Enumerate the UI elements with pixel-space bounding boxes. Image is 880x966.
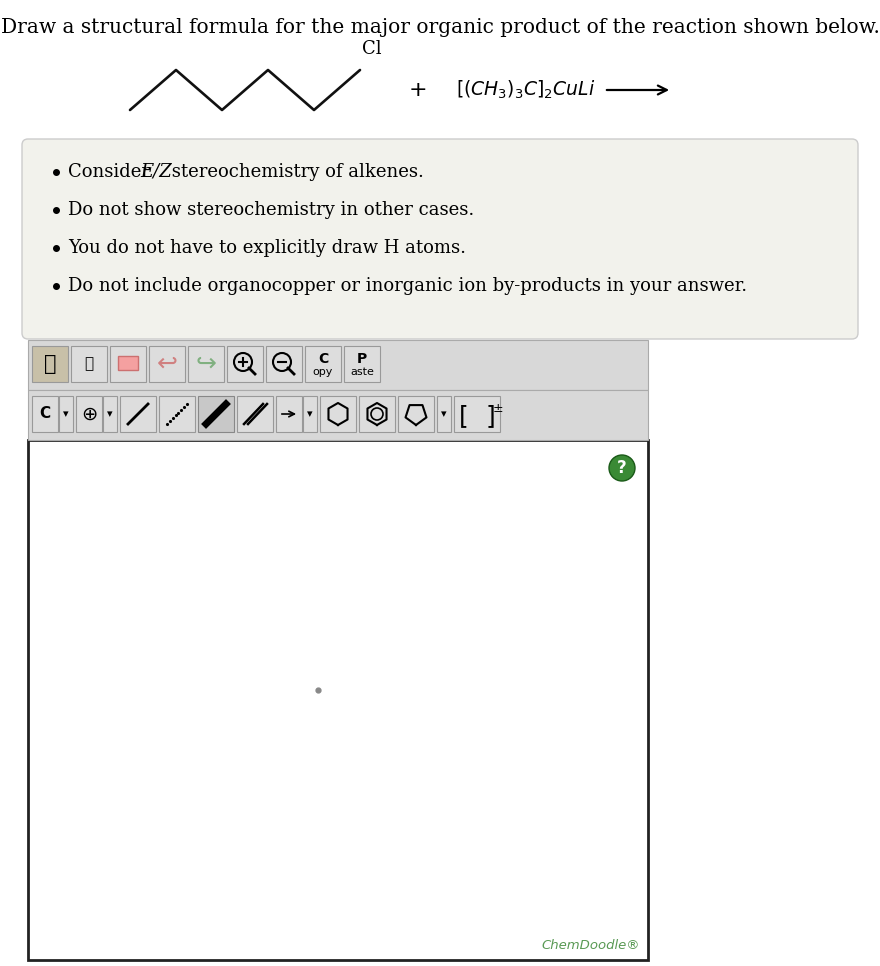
- Text: Do not show stereochemistry in other cases.: Do not show stereochemistry in other cas…: [68, 201, 474, 219]
- Bar: [437, 396, 451, 432]
- Bar: [76, 396, 102, 432]
- Text: ▾: ▾: [307, 409, 312, 419]
- Text: [: [: [459, 404, 469, 428]
- Bar: [237, 396, 273, 432]
- Bar: [159, 396, 195, 432]
- Text: C: C: [40, 407, 50, 421]
- Text: You do not have to explicitly draw H atoms.: You do not have to explicitly draw H ato…: [68, 239, 466, 257]
- Bar: [359, 396, 395, 432]
- Text: E/Z: E/Z: [140, 163, 172, 181]
- Bar: [28, 390, 648, 440]
- Text: ?: ?: [617, 459, 627, 477]
- Text: $[(CH_3)_3C]_2CuLi$: $[(CH_3)_3C]_2CuLi$: [456, 79, 595, 101]
- Bar: [28, 340, 648, 390]
- Text: ↩: ↩: [157, 352, 178, 376]
- Bar: [276, 396, 302, 432]
- Bar: [188, 346, 224, 382]
- Bar: [305, 346, 341, 382]
- Bar: [110, 346, 146, 382]
- Bar: [103, 396, 117, 432]
- Text: Draw a structural formula for the major organic product of the reaction shown be: Draw a structural formula for the major …: [1, 18, 879, 37]
- Text: ▾: ▾: [441, 409, 447, 419]
- Text: ]: ]: [485, 404, 495, 428]
- Bar: [28, 440, 648, 960]
- Bar: [454, 396, 500, 432]
- Bar: [303, 396, 317, 432]
- Text: ⊕: ⊕: [81, 405, 97, 423]
- Bar: [398, 396, 434, 432]
- Bar: [32, 346, 68, 382]
- Bar: [149, 346, 185, 382]
- Text: stereochemistry of alkenes.: stereochemistry of alkenes.: [166, 163, 424, 181]
- Text: C: C: [318, 352, 328, 366]
- Bar: [71, 346, 107, 382]
- Text: opy: opy: [312, 367, 334, 377]
- Circle shape: [609, 455, 635, 481]
- Bar: [320, 396, 356, 432]
- Text: P: P: [357, 352, 367, 366]
- Text: ▾: ▾: [107, 409, 113, 419]
- Bar: [118, 356, 138, 370]
- Text: ±: ±: [493, 402, 503, 414]
- Bar: [266, 346, 302, 382]
- Text: ▾: ▾: [63, 409, 69, 419]
- Text: Cl: Cl: [362, 40, 382, 58]
- Text: ✋: ✋: [44, 354, 56, 374]
- Text: ChemDoodle®: ChemDoodle®: [541, 939, 640, 952]
- Text: aste: aste: [350, 367, 374, 377]
- Bar: [120, 396, 156, 432]
- Bar: [227, 346, 263, 382]
- Bar: [32, 396, 58, 432]
- Text: Consider: Consider: [68, 163, 156, 181]
- Text: Do not include organocopper or inorganic ion by-products in your answer.: Do not include organocopper or inorganic…: [68, 277, 747, 295]
- Text: 🗂: 🗂: [84, 356, 93, 372]
- FancyBboxPatch shape: [22, 139, 858, 339]
- Text: ↪: ↪: [195, 352, 216, 376]
- Bar: [198, 396, 234, 432]
- Bar: [344, 346, 380, 382]
- Text: +: +: [408, 80, 428, 100]
- Bar: [59, 396, 73, 432]
